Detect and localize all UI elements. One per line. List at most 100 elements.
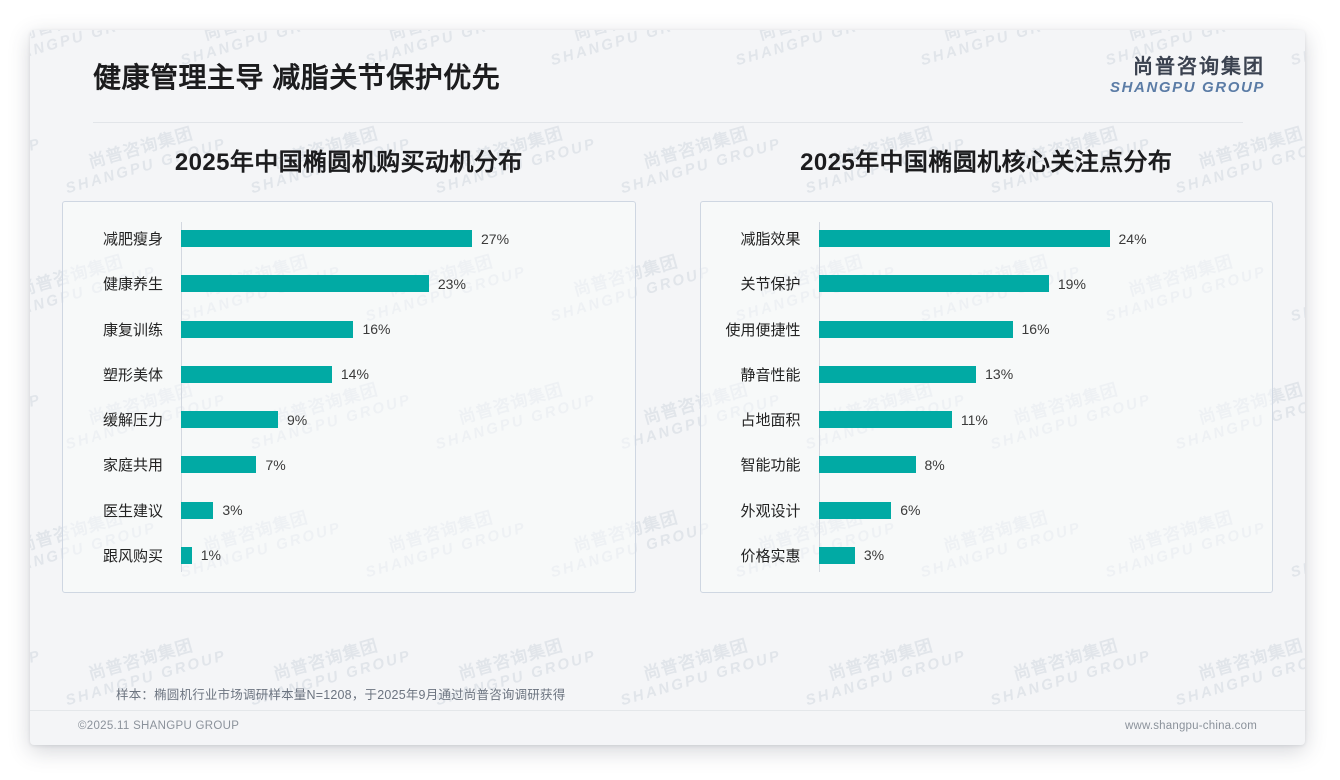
bar xyxy=(818,546,855,564)
chart-rows: 减脂效果 24% 关节保护 19% 使用便捷性 16% 静音性能 13% 占地面积 11% 智能功能… xyxy=(701,216,1255,578)
bar-track: 3% xyxy=(181,501,617,519)
bar-category-label: 塑形美体 xyxy=(102,366,163,384)
brand-logo: 尚普咨询集团 SHANGPU GROUP xyxy=(1110,56,1265,96)
bar-category-label: 关节保护 xyxy=(740,276,801,294)
bar xyxy=(181,230,472,248)
bar-value-label: 16% xyxy=(1021,321,1050,338)
bar-category-label: 健康养生 xyxy=(102,276,163,294)
chart-bar-row: 智能功能 8% xyxy=(701,446,1255,484)
bar xyxy=(181,411,278,429)
brand-name-cn: 尚普咨询集团 xyxy=(1133,56,1265,78)
category-axis-line xyxy=(818,222,820,572)
bar xyxy=(818,230,1110,248)
bar-track: 14% xyxy=(181,365,617,383)
chart-bar-row: 关节保护 19% xyxy=(701,265,1255,303)
bar-value-label: 8% xyxy=(924,456,945,473)
bar-category-label: 医生建议 xyxy=(102,502,163,520)
slide-header: 健康管理主导 减脂关节保护优先 尚普咨询集团 SHANGPU GROUP xyxy=(30,30,1305,122)
bar xyxy=(818,365,977,383)
bar-track: 24% xyxy=(818,230,1255,248)
chart-bar-row: 家庭共用 7% xyxy=(63,446,617,484)
bar xyxy=(181,456,257,474)
sample-footnote: 样本：椭圆机行业市场调研样本量N=1208，于2025年9月通过尚普咨询调研获得 xyxy=(116,688,566,702)
bar-value-label: 1% xyxy=(200,547,221,564)
charts-container: 2025年中国椭圆机购买动机分布 减肥瘦身 27% 健康养生 23% 康复训练 16% 塑形美… xyxy=(30,142,1305,652)
bar-category-label: 占地面积 xyxy=(740,412,801,430)
bar xyxy=(818,411,952,429)
bar xyxy=(181,501,214,519)
bar xyxy=(818,456,916,474)
chart-bar-row: 价格实惠 3% xyxy=(701,536,1255,574)
bar-value-label: 23% xyxy=(437,275,466,292)
bar-track: 9% xyxy=(181,411,617,429)
bar-category-label: 跟风购买 xyxy=(102,547,163,565)
chart-bar-row: 医生建议 3% xyxy=(63,491,617,529)
bar xyxy=(818,501,892,519)
chart-block-1: 2025年中国椭圆机购买动机分布 减肥瘦身 27% 健康养生 23% 康复训练 16% 塑形美… xyxy=(30,142,668,652)
chart-bar-row: 缓解压力 9% xyxy=(63,401,617,439)
page-title: 健康管理主导 减脂关节保护优先 xyxy=(93,62,501,93)
bar-track: 7% xyxy=(181,456,617,474)
chart-panel: 减肥瘦身 27% 健康养生 23% 康复训练 16% 塑形美体 14% 缓解压力 9% 家庭共用 7%… xyxy=(62,201,636,593)
bar-value-label: 16% xyxy=(362,321,391,338)
copyright-text: ©2025.11 SHANGPU GROUP xyxy=(78,720,240,732)
bar-category-label: 智能功能 xyxy=(740,457,801,475)
bar-value-label: 6% xyxy=(900,502,921,519)
bar-track: 6% xyxy=(818,501,1255,519)
chart-bar-row: 跟风购买 1% xyxy=(63,536,617,574)
bar-track: 16% xyxy=(818,320,1255,338)
bar-track: 11% xyxy=(818,411,1255,429)
bar-category-label: 静音性能 xyxy=(740,366,801,384)
bar-track: 23% xyxy=(181,275,617,293)
bar-track: 19% xyxy=(818,275,1255,293)
bar-value-label: 3% xyxy=(222,502,243,519)
bar-category-label: 减肥瘦身 xyxy=(102,231,163,249)
bar-value-label: 27% xyxy=(481,230,510,247)
chart-title: 2025年中国椭圆机核心关注点分布 xyxy=(800,149,1173,176)
bar-category-label: 外观设计 xyxy=(740,502,801,520)
bar xyxy=(181,320,354,338)
slide-footer: ©2025.11 SHANGPU GROUP www.shangpu-china… xyxy=(30,710,1305,745)
header-divider xyxy=(93,122,1243,123)
bar-value-label: 3% xyxy=(863,547,885,564)
chart-block-2: 2025年中国椭圆机核心关注点分布减脂效果 24% 关节保护 19% 使用便捷性 16% 静… xyxy=(668,142,1306,652)
chart-bar-row: 减脂效果 24% xyxy=(701,220,1255,258)
category-axis-line xyxy=(181,222,182,572)
bar-category-label: 康复训练 xyxy=(102,321,163,339)
bar-value-label: 24% xyxy=(1118,230,1147,247)
chart-bar-row: 静音性能 13% xyxy=(701,355,1255,393)
bar-category-label: 使用便捷性 xyxy=(725,321,801,339)
chart-rows: 减肥瘦身 27% 健康养生 23% 康复训练 16% 塑形美体 14% 缓解压力 9% 家庭共用 7%… xyxy=(63,216,617,578)
bar xyxy=(181,365,332,383)
bar-track: 27% xyxy=(181,230,617,248)
bar xyxy=(181,546,192,564)
bar-category-label: 减脂效果 xyxy=(740,231,801,249)
chart-bar-row: 占地面积 11% xyxy=(701,401,1255,439)
bar xyxy=(818,275,1049,293)
website-link[interactable]: www.shangpu-china.com xyxy=(1124,720,1257,732)
bar xyxy=(181,275,429,293)
bar-track: 1% xyxy=(181,546,617,564)
bar-value-label: 19% xyxy=(1057,275,1086,292)
bar-value-label: 14% xyxy=(340,366,369,383)
brand-name-en: SHANGPU GROUP xyxy=(1110,79,1265,96)
bar-category-label: 价格实惠 xyxy=(740,547,801,565)
chart-bar-row: 减肥瘦身 27% xyxy=(63,220,617,258)
bar-track: 3% xyxy=(818,546,1255,564)
bar-value-label: 7% xyxy=(265,456,286,473)
bar-value-label: 11% xyxy=(960,411,988,428)
chart-bar-row: 健康养生 23% xyxy=(63,265,617,303)
bar-track: 13% xyxy=(818,365,1255,383)
bar-value-label: 9% xyxy=(287,411,308,428)
bar-value-label: 13% xyxy=(985,366,1014,383)
chart-bar-row: 外观设计 6% xyxy=(701,491,1255,529)
bar-track: 8% xyxy=(818,456,1255,474)
chart-bar-row: 使用便捷性 16% xyxy=(701,310,1255,348)
chart-bar-row: 康复训练 16% xyxy=(63,310,617,348)
bar-track: 16% xyxy=(181,320,617,338)
bar xyxy=(818,320,1013,338)
bar-category-label: 缓解压力 xyxy=(102,412,163,430)
chart-panel: 减脂效果 24% 关节保护 19% 使用便捷性 16% 静音性能 13% 占地面积 11% 智能功能… xyxy=(699,201,1273,593)
